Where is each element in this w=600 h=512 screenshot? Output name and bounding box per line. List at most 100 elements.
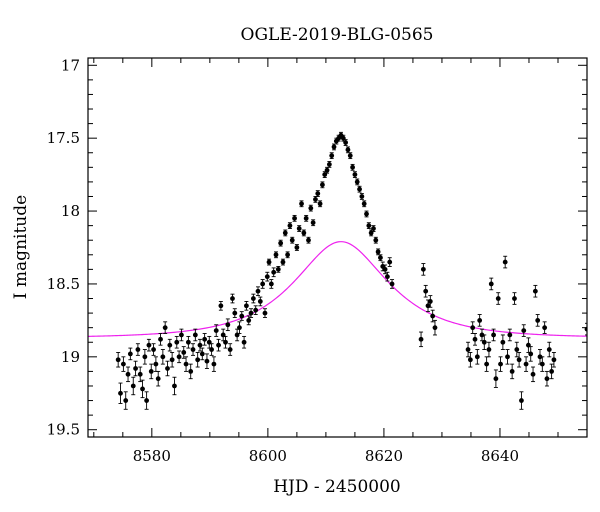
data-point <box>382 264 388 275</box>
data-point <box>509 363 515 380</box>
data-point <box>296 225 302 232</box>
data-point <box>389 279 395 289</box>
data-point <box>343 139 349 146</box>
point-marker <box>253 307 259 313</box>
point-marker <box>495 296 501 301</box>
data-point <box>239 311 245 321</box>
data-point <box>301 229 307 237</box>
point-marker <box>183 361 189 367</box>
point-marker <box>474 354 480 360</box>
data-point <box>488 277 494 291</box>
tick-labels: 8580 8600 8620 8640 17 17.5 18 18.5 19 19.5 <box>47 56 519 465</box>
point-marker <box>225 322 231 328</box>
point-marker <box>371 226 376 231</box>
axis-ticks <box>88 58 588 437</box>
data-point <box>378 254 383 262</box>
point-marker <box>535 317 541 323</box>
point-marker <box>202 336 208 342</box>
point-marker <box>192 332 198 338</box>
point-marker <box>378 255 383 261</box>
point-marker <box>268 281 274 287</box>
point-marker <box>227 347 233 352</box>
point-marker <box>375 249 381 255</box>
point-marker <box>199 351 205 357</box>
data-point <box>278 239 284 247</box>
data-point <box>315 190 321 197</box>
data-point <box>241 335 247 349</box>
data-point <box>523 356 529 372</box>
point-marker <box>127 351 133 357</box>
point-marker <box>153 361 159 367</box>
data-point <box>190 343 196 356</box>
point-marker <box>486 347 492 352</box>
data-point <box>481 334 487 350</box>
data-point <box>371 225 376 232</box>
data-point <box>280 258 286 266</box>
point-marker <box>418 336 424 342</box>
point-marker <box>179 332 184 338</box>
point-marker <box>155 376 161 382</box>
point-marker <box>345 147 351 153</box>
point-marker <box>241 339 247 345</box>
data-point <box>125 366 131 383</box>
point-marker <box>432 325 438 331</box>
data-point <box>546 341 552 358</box>
data-point <box>255 286 261 297</box>
point-marker <box>502 259 508 265</box>
data-point <box>484 356 490 372</box>
point-marker <box>151 347 156 352</box>
data-point <box>197 338 203 352</box>
data-point <box>373 236 379 244</box>
data-point <box>167 338 173 352</box>
point-marker <box>230 296 235 301</box>
data-point <box>505 349 510 365</box>
point-marker <box>366 223 372 229</box>
data-point <box>350 163 355 171</box>
point-marker <box>176 354 182 360</box>
data-point <box>544 370 550 387</box>
point-marker <box>275 266 281 272</box>
data-point <box>535 314 541 327</box>
point-marker <box>303 215 309 221</box>
model-curve-layer <box>88 241 587 337</box>
point-marker <box>123 398 129 403</box>
point-marker <box>271 269 277 275</box>
data-point <box>250 293 256 304</box>
data-point <box>123 391 129 410</box>
y-tick-label: 19 <box>61 348 80 366</box>
point-marker <box>509 369 515 374</box>
data-point <box>486 341 492 358</box>
data-point <box>352 171 358 178</box>
x-tick-label: 8620 <box>365 447 403 465</box>
data-point <box>320 181 325 189</box>
data-point <box>294 244 300 251</box>
point-marker <box>521 328 527 333</box>
point-marker <box>296 226 302 231</box>
data-point <box>530 366 536 383</box>
point-marker <box>213 328 219 333</box>
data-point <box>313 196 318 203</box>
data-point <box>202 333 208 346</box>
point-marker <box>491 332 496 338</box>
point-marker <box>343 140 349 145</box>
data-point <box>467 352 473 368</box>
y-tick-label: 18 <box>61 202 80 220</box>
point-marker <box>160 354 166 360</box>
point-marker <box>308 205 314 211</box>
point-marker <box>285 252 290 258</box>
point-marker <box>232 310 238 316</box>
y-tick-label: 18.5 <box>47 275 80 293</box>
point-marker <box>507 332 513 338</box>
data-point <box>151 343 156 356</box>
x-tick-label: 8640 <box>481 447 519 465</box>
data-point <box>160 349 166 365</box>
data-point <box>500 334 506 350</box>
data-point <box>521 324 527 337</box>
data-point <box>142 349 148 365</box>
point-marker <box>280 259 286 265</box>
point-marker <box>472 336 478 342</box>
point-marker <box>197 342 203 348</box>
data-point <box>359 193 365 200</box>
point-marker <box>204 358 210 364</box>
point-marker <box>209 347 214 352</box>
